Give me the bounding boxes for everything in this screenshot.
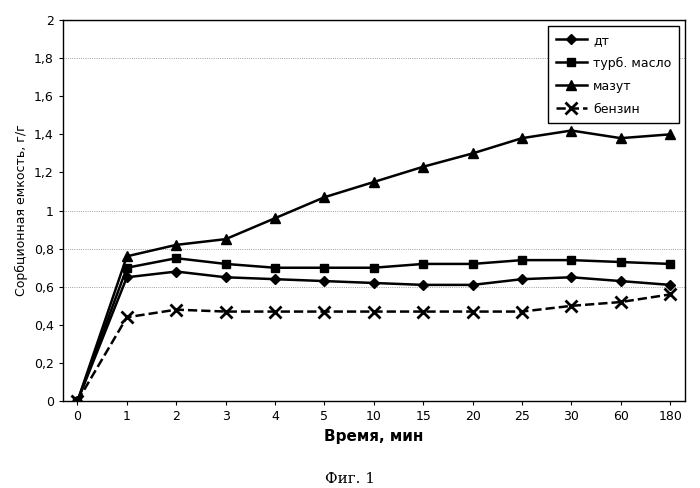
турб. масло	[221, 261, 230, 267]
Line: мазут: мазут	[73, 126, 675, 406]
мазут	[320, 194, 328, 200]
бензин	[419, 308, 428, 314]
турб. масло	[370, 265, 378, 271]
бензин	[567, 303, 575, 309]
дт	[221, 274, 230, 280]
дт	[172, 268, 181, 274]
турб. масло	[122, 265, 131, 271]
турб. масло	[567, 257, 575, 263]
турб. масло	[172, 255, 181, 261]
дт	[567, 274, 575, 280]
мазут	[122, 253, 131, 259]
мазут	[221, 236, 230, 242]
турб. масло	[74, 398, 82, 404]
мазут	[468, 150, 477, 156]
мазут	[666, 131, 674, 137]
бензин	[172, 307, 181, 313]
дт	[666, 282, 674, 288]
дт	[74, 398, 82, 404]
бензин	[320, 308, 328, 314]
турб. масло	[666, 261, 674, 267]
турб. масло	[271, 265, 279, 271]
дт	[518, 276, 526, 282]
турб. масло	[468, 261, 477, 267]
бензин	[617, 299, 625, 305]
дт	[320, 278, 328, 284]
мазут	[74, 398, 82, 404]
Line: бензин: бензин	[71, 288, 676, 407]
дт	[122, 274, 131, 280]
бензин	[271, 308, 279, 314]
мазут	[567, 127, 575, 133]
мазут	[617, 135, 625, 141]
турб. масло	[518, 257, 526, 263]
Legend: дт, турб. масло, мазут, бензин: дт, турб. масло, мазут, бензин	[548, 26, 679, 123]
дт	[468, 282, 477, 288]
Text: Фиг. 1: Фиг. 1	[325, 472, 375, 486]
турб. масло	[419, 261, 428, 267]
бензин	[518, 308, 526, 314]
бензин	[666, 291, 674, 297]
Line: турб. масло: турб. масло	[74, 254, 674, 406]
X-axis label: Время, мин: Время, мин	[324, 429, 424, 444]
бензин	[370, 308, 378, 314]
бензин	[468, 308, 477, 314]
мазут	[419, 164, 428, 170]
дт	[370, 280, 378, 286]
бензин	[221, 308, 230, 314]
мазут	[518, 135, 526, 141]
дт	[271, 276, 279, 282]
бензин	[74, 398, 82, 404]
турб. масло	[320, 265, 328, 271]
дт	[617, 278, 625, 284]
дт	[419, 282, 428, 288]
Line: дт: дт	[74, 268, 673, 405]
бензин	[122, 314, 131, 320]
мазут	[172, 242, 181, 248]
Y-axis label: Сорбционная емкость, г/г: Сорбционная емкость, г/г	[15, 125, 28, 296]
мазут	[370, 179, 378, 185]
мазут	[271, 215, 279, 221]
турб. масло	[617, 259, 625, 265]
